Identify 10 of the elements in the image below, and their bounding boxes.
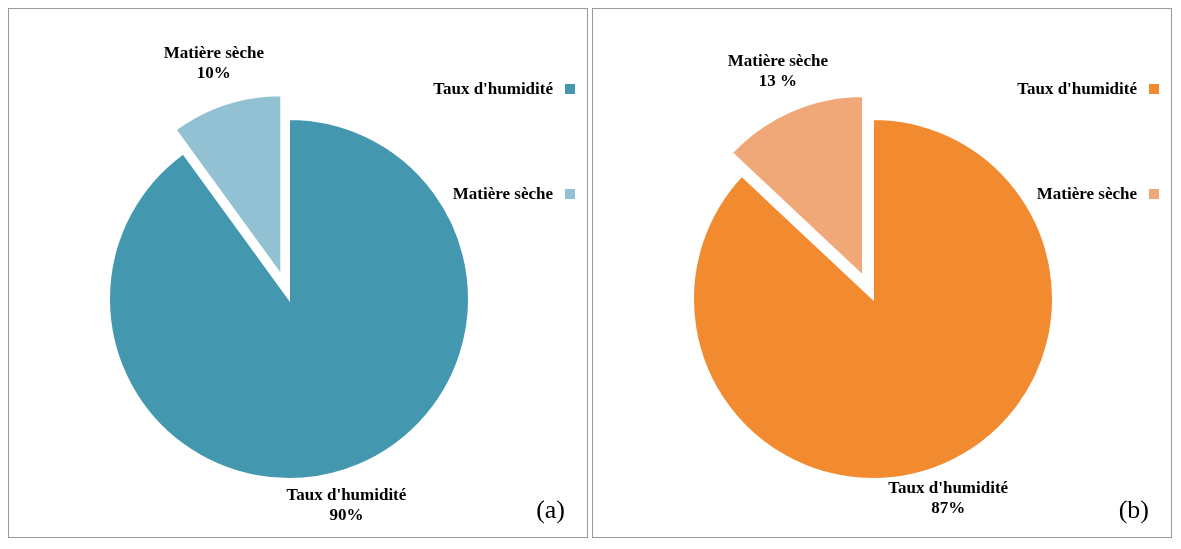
legend-label: Matière sèche — [1036, 184, 1137, 204]
data-label: Taux d'humidité 90% — [286, 485, 407, 525]
legend-label: Taux d'humidité — [433, 79, 553, 99]
text: (a) — [536, 495, 565, 525]
legend-label: Matière sèche — [452, 184, 553, 204]
data-label: Matière sèche 13 % — [727, 50, 829, 90]
legend-label: Taux d'humidité — [1017, 79, 1137, 99]
data-label: Matière sèche 10% — [163, 43, 265, 83]
data-label: Taux d'humidité 87% — [888, 478, 1009, 518]
text: (b) — [1118, 495, 1149, 525]
